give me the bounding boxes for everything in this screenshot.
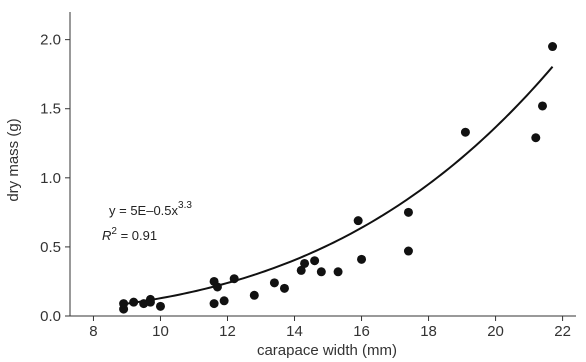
data-point <box>212 282 222 292</box>
y-tick-label: 0.0 <box>40 308 61 325</box>
r-squared-value: = 0.91 <box>117 228 157 243</box>
data-point <box>155 301 165 311</box>
data-point <box>537 101 547 111</box>
y-axis-title: dry mass (g) <box>5 118 22 201</box>
data-point <box>333 267 343 277</box>
y-tick-label: 1.0 <box>40 170 61 187</box>
y-tick-label: 2.0 <box>40 32 61 49</box>
y-tick-label: 0.5 <box>40 239 61 256</box>
r-squared-symbol: R <box>102 228 111 243</box>
x-tick-label: 16 <box>353 323 370 340</box>
x-axis-title: carapace width (mm) <box>257 342 397 359</box>
r-squared-label: R2 = 0.91 <box>102 226 157 243</box>
data-point <box>249 290 259 300</box>
equation-text: y = 5E–0.5x <box>109 203 179 218</box>
data-point <box>316 267 326 277</box>
data-point <box>119 299 129 309</box>
data-point <box>269 278 279 288</box>
data-point <box>219 296 229 306</box>
data-point <box>279 283 289 293</box>
data-point <box>403 207 413 217</box>
data-point <box>139 299 149 309</box>
data-point <box>300 258 310 268</box>
data-point <box>129 297 139 307</box>
data-point <box>548 42 558 52</box>
data-point <box>145 297 155 307</box>
y-tick-label: 1.5 <box>40 101 61 118</box>
x-tick-label: 20 <box>487 323 504 340</box>
data-point <box>403 246 413 256</box>
fit-curve <box>123 66 554 306</box>
x-axis: 8 10 12 14 16 18 20 22 <box>70 315 576 340</box>
y-axis: 0.0 0.5 1.0 1.5 2.0 <box>40 12 71 325</box>
r-squared-superscript: 2 <box>111 226 117 237</box>
x-tick-label: 10 <box>152 323 169 340</box>
data-point <box>353 216 363 226</box>
x-tick-label: 8 <box>89 323 97 340</box>
equation-label: y = 5E–0.5x3.3 <box>109 200 192 218</box>
data-point <box>310 256 320 266</box>
x-tick-label: 18 <box>420 323 437 340</box>
x-tick-label: 12 <box>219 323 236 340</box>
equation-exponent: 3.3 <box>178 200 192 211</box>
data-point <box>531 133 541 143</box>
data-point <box>296 265 306 275</box>
x-tick-label: 22 <box>554 323 571 340</box>
data-points <box>119 42 558 314</box>
data-point <box>209 299 219 309</box>
data-point <box>229 274 239 284</box>
x-tick-label: 14 <box>286 323 303 340</box>
data-point <box>357 254 367 264</box>
data-point <box>460 127 470 137</box>
